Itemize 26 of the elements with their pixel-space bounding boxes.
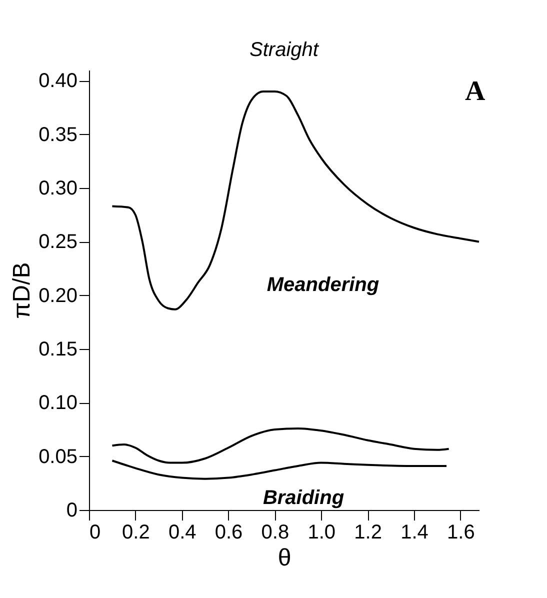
annotation: Meandering (266, 274, 380, 296)
x-tick-label: 1.4 (400, 522, 428, 544)
y-tick-label: 0.15 (38, 338, 78, 361)
x-tick-label: 0 (90, 522, 101, 544)
x-tick-label: 0.8 (261, 522, 290, 544)
y-tick-label: 0.35 (38, 124, 78, 146)
x-tick-label: 1.0 (308, 522, 336, 544)
x-tick-label: 0.6 (214, 522, 243, 544)
x-tick-label: 1.2 (354, 522, 382, 544)
x-tick-label: 1.6 (447, 522, 475, 544)
line-series (111, 460, 448, 480)
y-tick-label: 0.40 (38, 70, 78, 92)
x-axis-title: θ (278, 544, 292, 572)
x-tick-label: 0.2 (122, 522, 150, 544)
y-tick-label: 0.05 (38, 446, 78, 468)
y-tick-label: 0 (66, 500, 78, 522)
y-tick-label: 0.10 (38, 392, 78, 414)
x-tick-label: 0.4 (168, 522, 196, 544)
line-series (111, 427, 450, 464)
y-tick-label: 0.25 (38, 231, 78, 254)
annotation: Braiding (262, 487, 344, 509)
y-tick-label: 0.30 (38, 178, 78, 200)
y-axis-title: πD/B (8, 262, 36, 319)
text: Straight (250, 39, 320, 61)
y-tick-label: 0.20 (38, 284, 78, 307)
annotation: A (464, 76, 486, 107)
